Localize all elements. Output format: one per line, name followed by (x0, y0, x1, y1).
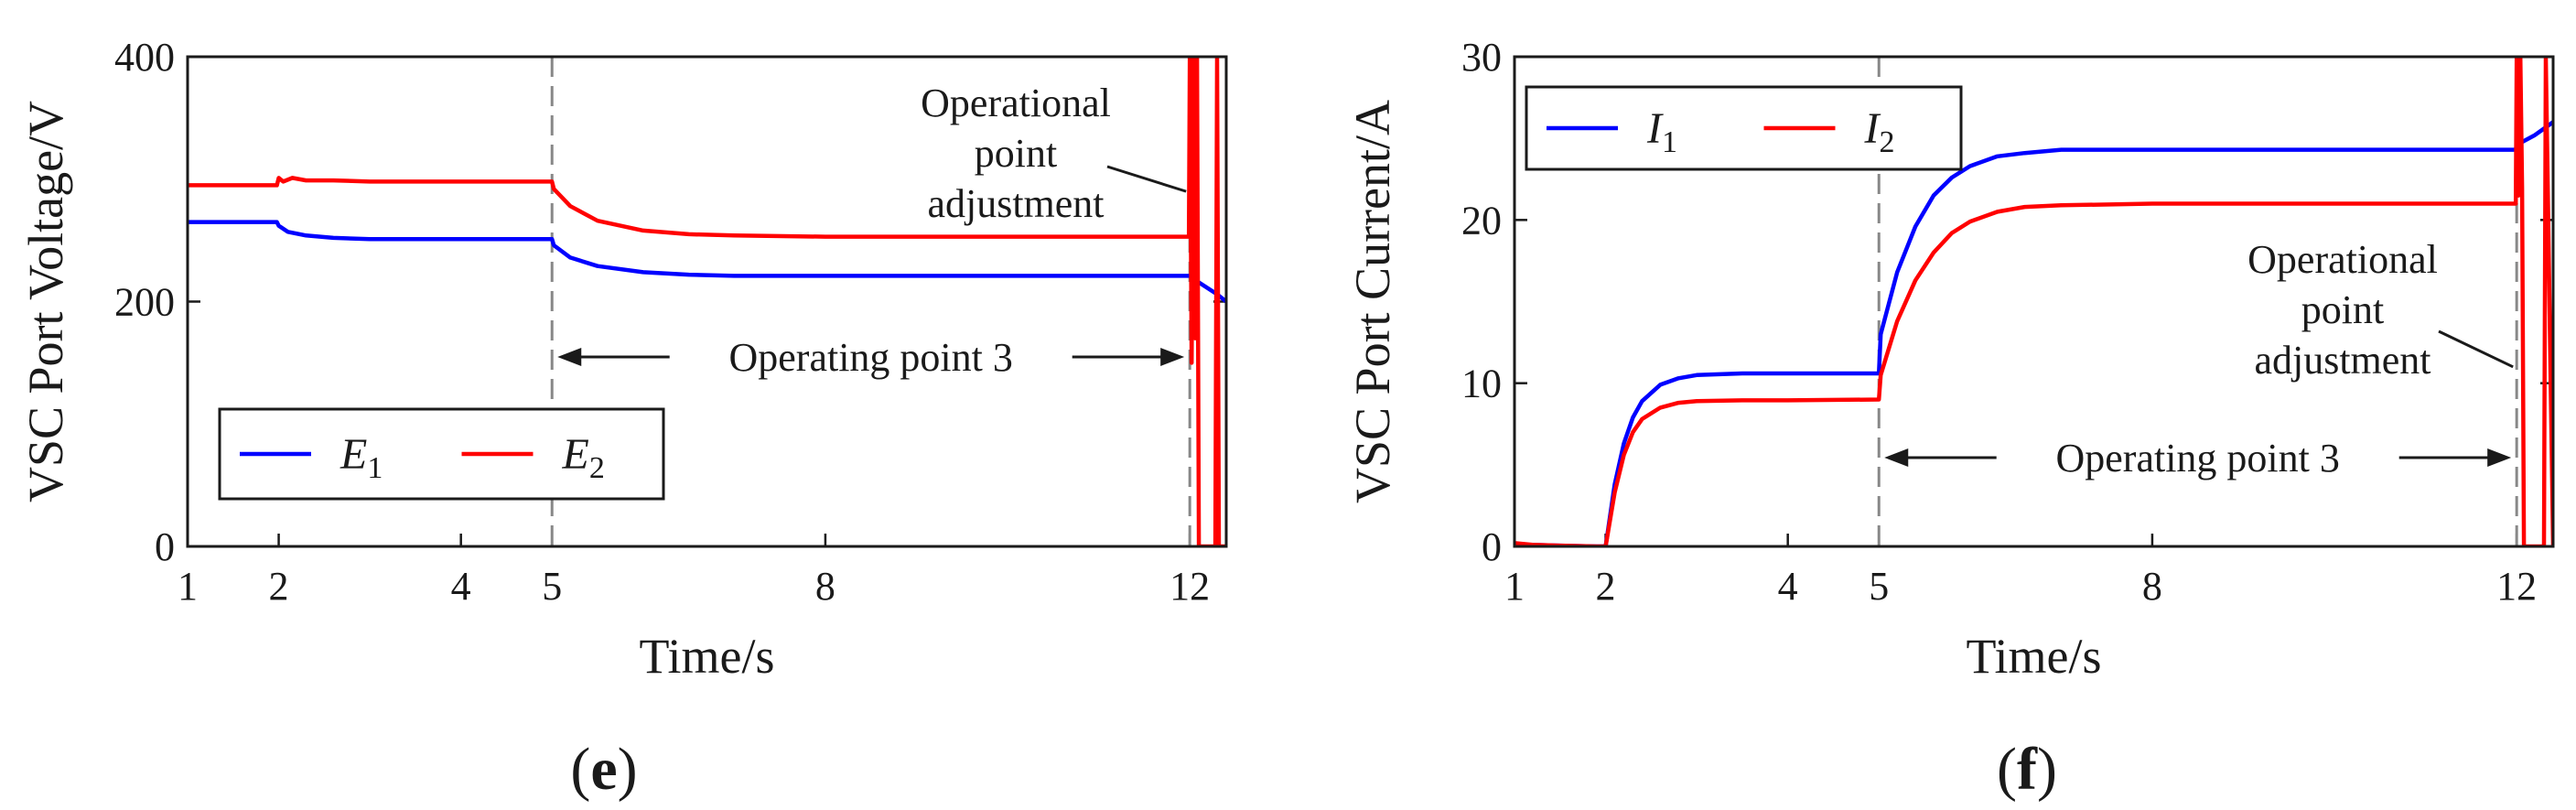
legend-entry: E2 (562, 430, 605, 485)
y-tick-label: 30 (1461, 35, 1502, 80)
panel-label-open: ( (570, 736, 590, 803)
operating-point-label: Operating point 3 (729, 335, 1013, 380)
panel-label-letter: f (2017, 736, 2038, 803)
panel-label: (e) (570, 736, 637, 803)
plot-frame (1513, 55, 2555, 548)
y-axis-label: VSC Port Current/A (1345, 100, 1400, 503)
y-tick-label: 10 (1461, 362, 1502, 406)
series-line-e1 (188, 220, 1226, 304)
legend-entry-sub: 2 (1879, 125, 1894, 159)
arrowhead-left (1884, 448, 1909, 467)
arrowhead-right (2487, 448, 2512, 467)
x-tick-label: 1 (178, 564, 198, 609)
legend-entry-label: E (562, 430, 589, 479)
legend-entry-sub: 1 (367, 451, 383, 485)
plot-frame (186, 55, 1228, 548)
x-tick-label: 4 (1778, 564, 1798, 609)
x-tick-label: 2 (1596, 564, 1616, 609)
panel-label-open: ( (1997, 736, 2017, 803)
legend-entry-sub: 1 (1662, 125, 1677, 159)
legend-entry-sub: 2 (589, 451, 605, 485)
annotation-leader-line (2438, 329, 2514, 369)
y-tick-label: 0 (1482, 524, 1502, 569)
x-axis-label: Time/s (639, 629, 774, 684)
operating-point-label: Operating point 3 (2056, 436, 2340, 481)
panel-label: (f) (1997, 736, 2057, 803)
legend-entry-label: I (1646, 104, 1664, 153)
x-tick-label: 1 (1504, 564, 1525, 609)
x-tick-label: 5 (1869, 564, 1889, 609)
x-tick-label: 8 (815, 564, 835, 609)
y-tick-label: 400 (114, 35, 175, 80)
legend-entry-label: E (340, 430, 367, 479)
panel-label-close: ) (618, 736, 638, 803)
series-line-e2 (188, 57, 1226, 546)
series-line-i2 (1514, 57, 2553, 546)
panel-label-letter: e (590, 736, 617, 803)
annotation-line: adjustment (2254, 338, 2430, 383)
x-tick-label: 4 (451, 564, 471, 609)
legend-entry: I1 (1646, 104, 1677, 159)
x-tick-label: 2 (269, 564, 289, 609)
y-tick-label: 20 (1461, 198, 1502, 243)
y-tick-label: 0 (155, 524, 175, 569)
x-tick-label: 8 (2142, 564, 2162, 609)
legend-entry: E1 (340, 430, 383, 485)
y-axis-label: VSC Port Voltage/V (18, 101, 73, 502)
arrowhead-left (557, 348, 582, 366)
series-line-i1 (1514, 120, 2553, 546)
annotation-line: point (2301, 287, 2384, 332)
x-tick-label: 12 (2496, 564, 2537, 609)
annotation-line: point (975, 131, 1057, 176)
legend-entry-label: I (1864, 104, 1881, 153)
y-tick-label: 200 (114, 280, 175, 325)
legend-entry: I2 (1864, 104, 1895, 159)
annotation-line: adjustment (927, 181, 1104, 226)
x-axis-label: Time/s (1966, 629, 2101, 684)
x-tick-label: 5 (542, 564, 562, 609)
legend-box (218, 407, 665, 501)
x-tick-label: 12 (1169, 564, 1210, 609)
annotation-line: Operational (921, 81, 1111, 125)
annotation-leader-line (1106, 165, 1187, 193)
annotation-line: Operational (2247, 237, 2438, 282)
arrowhead-right (1160, 348, 1185, 366)
panel-label-close: ) (2037, 736, 2057, 803)
